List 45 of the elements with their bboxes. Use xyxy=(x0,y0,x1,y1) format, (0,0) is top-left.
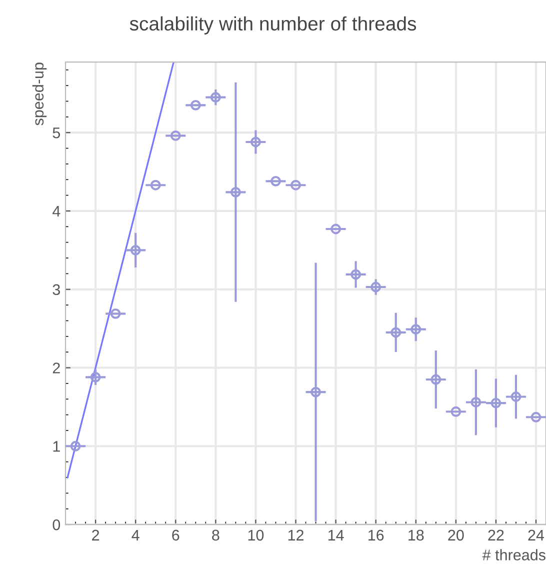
point xyxy=(350,269,362,280)
x-tick-label: 24 xyxy=(528,530,544,540)
point xyxy=(410,324,422,335)
point xyxy=(450,406,462,417)
x-tick-label: 14 xyxy=(328,530,344,540)
y-tick-label: 4 xyxy=(52,206,60,217)
y-tick-label: 2 xyxy=(52,362,60,374)
x-tick-label: 20 xyxy=(448,530,464,541)
point xyxy=(90,372,101,382)
point xyxy=(490,398,502,408)
point xyxy=(430,374,442,385)
point xyxy=(230,186,241,198)
point xyxy=(370,282,382,292)
point xyxy=(130,244,141,256)
point xyxy=(530,412,542,422)
point xyxy=(270,176,281,186)
point xyxy=(250,136,261,148)
y-tick-label: 1 xyxy=(53,441,60,452)
point xyxy=(150,180,161,190)
point xyxy=(390,327,402,338)
x-tick-label: 2 xyxy=(92,530,100,540)
point xyxy=(210,92,221,103)
point xyxy=(170,130,181,141)
point xyxy=(190,100,201,110)
point xyxy=(290,180,301,190)
point xyxy=(70,440,81,452)
chart-title: scalability with number of threads xyxy=(130,16,416,34)
y-tick-label: 0 xyxy=(52,519,60,530)
x-tick-label: 4 xyxy=(132,530,140,540)
x-tick-label: 18 xyxy=(408,530,424,541)
point xyxy=(110,308,121,319)
point xyxy=(510,392,522,402)
x-tick-label: 10 xyxy=(248,530,264,541)
point xyxy=(330,224,341,234)
x-tick-label: 6 xyxy=(172,530,180,541)
point xyxy=(310,386,321,398)
x-tick-label: 22 xyxy=(488,530,504,540)
point xyxy=(470,397,482,408)
x-tick-label: 16 xyxy=(368,530,384,541)
x-tick-label: 12 xyxy=(288,530,304,540)
x-axis-title: # threads xyxy=(482,549,546,560)
y-tick-label: 5 xyxy=(52,128,60,138)
y-tick-label: 3 xyxy=(52,284,60,296)
x-tick-label: 8 xyxy=(212,530,220,541)
y-axis-title: speed-up xyxy=(32,62,47,126)
